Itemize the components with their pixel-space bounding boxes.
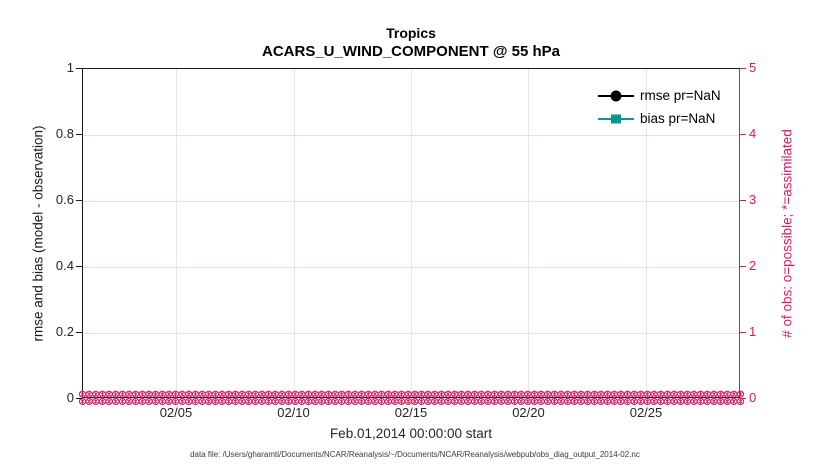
- gridline-vertical: [293, 69, 295, 397]
- x-axis-label: Feb.01,2014 00:00:00 start: [329, 426, 493, 441]
- y-left-tick-label: 0.4: [55, 258, 74, 273]
- y-right-tick-mark: [740, 398, 746, 399]
- gridline-vertical: [411, 69, 412, 397]
- legend: rmse pr=NaN bias pr=NaN: [596, 84, 741, 130]
- y-right-tick-mark: [740, 134, 746, 135]
- x-tick-label: 02/05: [159, 405, 193, 420]
- obs-count-marker-band: [79, 390, 745, 405]
- gridline-vertical: [646, 69, 647, 397]
- y-left-tick-label: 1: [66, 60, 74, 75]
- chart-subtitle: ACARS_U_WIND_COMPONENT @ 55 hPa: [261, 43, 560, 60]
- y-right-tick-mark: [740, 68, 746, 69]
- x-tick-label: 02/20: [512, 405, 545, 420]
- gridline-vertical: [528, 69, 530, 397]
- plot-area: [82, 68, 740, 398]
- y-right-tick-label: 5: [749, 60, 757, 75]
- y-left-tick-mark: [76, 134, 82, 135]
- legend-item-bias: bias pr=NaN: [596, 107, 741, 130]
- y-right-tick-label: 3: [749, 192, 757, 207]
- y-left-tick-label: 0: [66, 390, 74, 405]
- y-right-tick-label: 2: [749, 258, 757, 273]
- legend-item-rmse: rmse pr=NaN: [596, 84, 741, 107]
- x-tick-label: 02/10: [277, 405, 310, 420]
- y-left-tick-mark: [76, 266, 82, 267]
- y-left-tick-mark: [76, 332, 82, 333]
- y-right-tick-label: 1: [749, 324, 757, 339]
- y-right-tick-mark: [740, 266, 746, 267]
- y-right-tick-mark: [740, 200, 746, 201]
- x-tick-label: 02/15: [394, 405, 428, 420]
- assimilated-asterisk-markers: [80, 391, 743, 405]
- y-left-tick-mark: [76, 398, 82, 399]
- data-file-footer: data file: /Users/gharamti/Documents/NCA…: [190, 450, 640, 459]
- y-left-tick-mark: [76, 200, 82, 201]
- y-left-tick-label: 0.8: [55, 126, 74, 141]
- bias-line-marker-icon: [598, 114, 634, 123]
- y-left-tick-label: 0.6: [55, 192, 74, 207]
- chart-title: Tropics: [386, 25, 436, 41]
- legend-label-rmse: rmse pr=NaN: [640, 88, 721, 103]
- y-right-tick-mark: [740, 332, 746, 333]
- legend-label-bias: bias pr=NaN: [640, 111, 716, 126]
- y-left-tick-mark: [76, 68, 82, 69]
- rmse-line-marker-icon: [598, 90, 634, 101]
- y-right-tick-label: 4: [749, 126, 757, 141]
- gridline-vertical: [175, 69, 177, 397]
- y-axis-label-right: # of obs: o=possible; *=assimilated: [779, 129, 795, 338]
- y-right-tick-label: 0: [749, 390, 757, 405]
- x-tick-label: 02/25: [629, 405, 663, 420]
- y-left-tick-label: 0.2: [55, 324, 74, 339]
